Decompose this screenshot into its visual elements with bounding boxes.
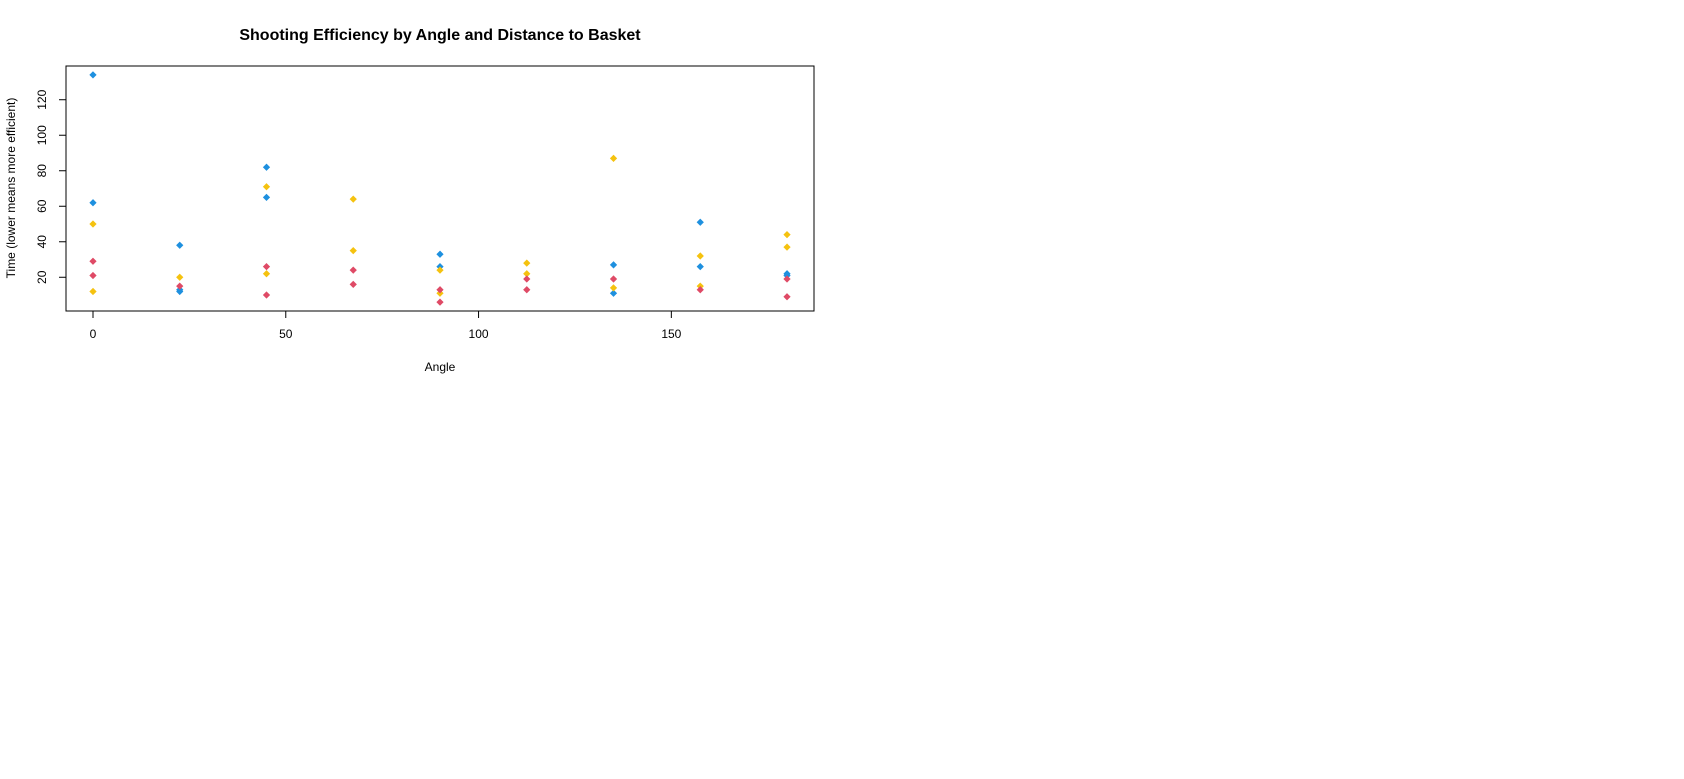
- data-point-series-3: [262, 291, 271, 299]
- data-point-series-2: [436, 266, 444, 274]
- y-tick-label: 100: [35, 125, 49, 145]
- data-point-series-1: [176, 241, 184, 249]
- data-point-series-1: [696, 262, 704, 271]
- y-axis-label: Time (lower means more efficient): [4, 98, 18, 279]
- y-tick-label: 80: [35, 164, 49, 178]
- x-axis: 0 50 100 150: [90, 311, 682, 341]
- data-point-series-1: [262, 193, 271, 202]
- data-point-series-1: [696, 218, 704, 226]
- x-tick-label: 0: [90, 327, 97, 341]
- data-point-series-2: [609, 154, 618, 162]
- data-point-series-2: [523, 259, 531, 267]
- data-point-series-3: [176, 282, 184, 290]
- data-point-series-2: [349, 195, 357, 203]
- x-axis-label: Angle: [425, 360, 456, 374]
- y-tick-label: 120: [35, 89, 49, 109]
- plot-frame: [65, 65, 815, 312]
- x-tick-label: 100: [469, 327, 489, 341]
- data-point-series-2: [89, 287, 97, 296]
- data-point-series-3: [89, 271, 97, 280]
- y-tick-label: 20: [35, 270, 49, 284]
- chart-title: Shooting Efficiency by Angle and Distanc…: [239, 27, 641, 44]
- data-point-series-2: [262, 270, 271, 278]
- data-point-series-1: [89, 71, 97, 79]
- data-point-series-3: [783, 293, 791, 301]
- data-point-series-2: [89, 220, 97, 228]
- data-point-series-3: [262, 262, 271, 271]
- data-point-series-3: [696, 286, 704, 294]
- y-tick-label: 40: [35, 235, 49, 249]
- data-point-series-1: [609, 289, 618, 297]
- data-point-series-3: [523, 286, 531, 294]
- data-point-series-3: [523, 275, 531, 283]
- data-point-series-1: [262, 163, 271, 171]
- data-point-series-2: [696, 252, 704, 260]
- data-point-series-2: [783, 231, 791, 239]
- data-point-series-2: [349, 247, 357, 255]
- y-tick-label: 60: [35, 199, 49, 213]
- x-tick-label: 150: [661, 327, 681, 341]
- data-points: [89, 71, 791, 306]
- data-point-series-3: [436, 286, 444, 294]
- y-axis: 20 40 60 80 100 120: [35, 89, 66, 284]
- data-point-series-3: [783, 275, 791, 283]
- data-point-series-3: [609, 275, 618, 283]
- data-point-series-2: [262, 183, 271, 191]
- data-point-series-1: [176, 287, 184, 296]
- data-point-series-2: [783, 243, 791, 251]
- data-point-series-2: [176, 273, 184, 281]
- data-point-series-1: [609, 261, 618, 269]
- data-point-series-3: [436, 298, 444, 306]
- data-point-series-3: [349, 280, 357, 288]
- data-point-series-1: [89, 199, 97, 207]
- data-point-series-3: [89, 257, 97, 265]
- data-point-series-1: [436, 250, 444, 258]
- data-point-series-3: [349, 266, 357, 274]
- x-tick-label: 50: [279, 327, 293, 341]
- data-point-series-2: [609, 284, 618, 292]
